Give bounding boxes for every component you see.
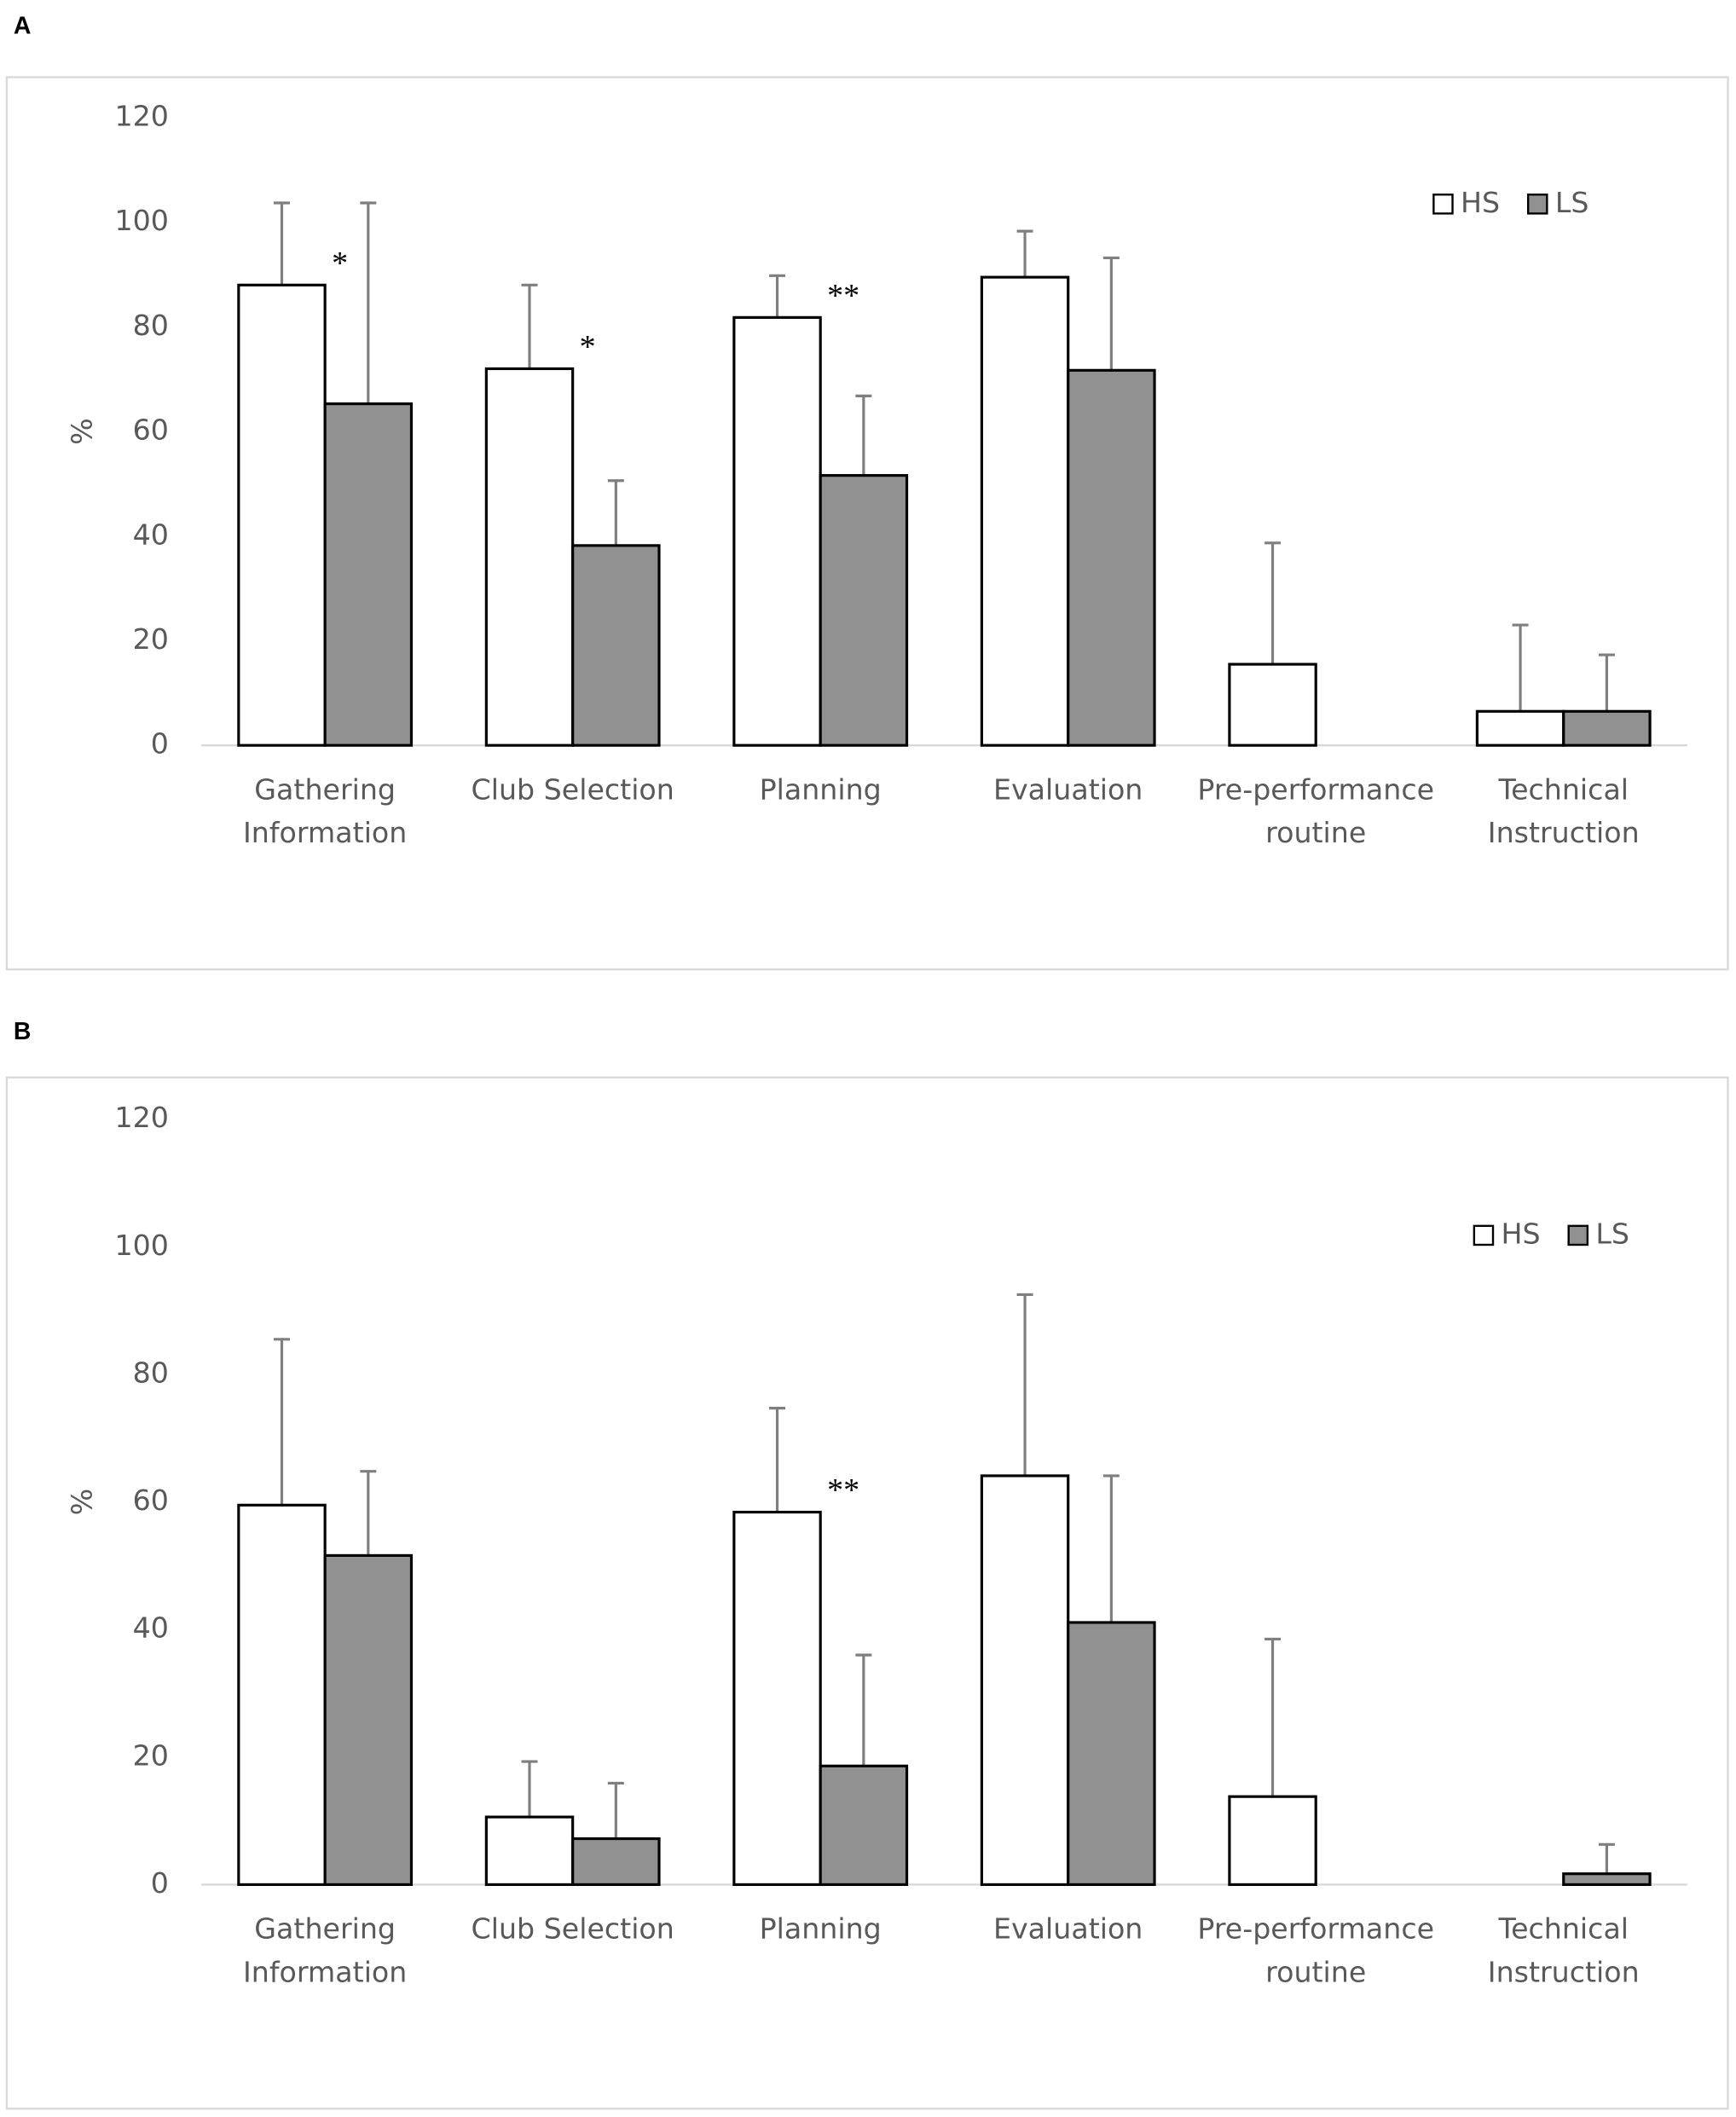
chart-frame: [5, 76, 1729, 971]
legend-label: HS: [1502, 1217, 1541, 1250]
y-tick-label: 100: [114, 204, 168, 237]
x-tick-label: Pre-performance: [1197, 773, 1434, 807]
bar: [571, 544, 661, 747]
x-tick-label: Instruction: [1488, 1955, 1640, 1988]
legend-label: LS: [1555, 186, 1589, 219]
x-tick-label: routine: [1265, 1955, 1366, 1988]
x-tick-label: Evaluation: [993, 773, 1143, 807]
y-tick-label: 40: [133, 518, 169, 551]
x-tick-label: Pre-performance: [1197, 1912, 1434, 1946]
significance-marker: *: [332, 246, 348, 281]
panel-label: B: [14, 1018, 32, 1045]
bar: [980, 1474, 1070, 1887]
error-bar: [1598, 653, 1615, 712]
bar: [732, 315, 822, 747]
significance-marker: **: [827, 1472, 859, 1508]
panel-label: A: [14, 12, 32, 39]
bar: [732, 1510, 822, 1887]
x-tick-label: routine: [1265, 816, 1366, 849]
legend-swatch: [1432, 194, 1454, 215]
bar: [1475, 709, 1565, 747]
bar: [571, 1836, 661, 1887]
y-tick-label: 20: [133, 622, 169, 656]
bar: [1562, 1872, 1652, 1887]
legend-swatch: [1473, 1224, 1495, 1246]
bar: [237, 1503, 327, 1887]
error-bar: [855, 394, 872, 476]
bar: [819, 1764, 909, 1887]
bar: [1067, 1621, 1156, 1887]
error-bar: [855, 1653, 872, 1767]
legend-label: HS: [1461, 186, 1500, 219]
error-bar: [769, 274, 786, 318]
y-tick-label: 60: [133, 1484, 169, 1517]
bar: [484, 1815, 575, 1887]
error-bar: [1512, 623, 1529, 712]
error-bar: [360, 1470, 377, 1556]
bar: [1562, 709, 1652, 747]
bar: [1228, 1795, 1317, 1887]
error-bar: [1264, 541, 1282, 665]
significance-marker: *: [580, 329, 596, 365]
x-tick-label: Planning: [760, 773, 882, 807]
error-bar: [273, 201, 290, 286]
bar: [323, 1553, 414, 1887]
y-tick-label: 0: [151, 1866, 169, 1900]
legend-swatch: [1526, 194, 1548, 215]
x-tick-label: Club Selection: [472, 773, 674, 807]
y-tick-label: 120: [114, 100, 168, 133]
error-bar: [769, 1407, 786, 1513]
bar: [819, 474, 909, 747]
y-tick-label: 80: [133, 1356, 169, 1389]
y-tick-label: 40: [133, 1611, 169, 1645]
error-bar: [1598, 1842, 1615, 1874]
error-bar: [1102, 256, 1120, 371]
error-bar: [521, 1760, 538, 1818]
y-axis-label: %: [66, 1489, 99, 1516]
y-tick-label: 0: [151, 727, 169, 761]
error-bar: [360, 201, 377, 404]
y-tick-label: 60: [133, 414, 169, 447]
error-bar: [1102, 1474, 1120, 1622]
x-tick-label: Technical: [1497, 773, 1629, 807]
bar: [980, 275, 1070, 747]
bar: [237, 283, 327, 747]
y-tick-label: 120: [114, 1101, 168, 1134]
x-tick-label: Instruction: [1488, 816, 1640, 849]
significance-marker: **: [827, 278, 859, 314]
error-bar: [273, 1338, 290, 1506]
bar: [484, 367, 575, 747]
y-tick-label: 80: [133, 309, 169, 342]
error-bar: [1264, 1637, 1282, 1797]
y-tick-label: 20: [133, 1738, 169, 1772]
bar: [1067, 368, 1156, 747]
x-tick-label: Information: [243, 816, 407, 849]
x-tick-label: Gathering: [254, 1912, 396, 1946]
y-tick-label: 100: [114, 1229, 168, 1262]
x-tick-label: Information: [243, 1955, 407, 1988]
error-bar: [607, 479, 624, 546]
error-bar: [1016, 1293, 1033, 1476]
x-tick-label: Gathering: [254, 773, 396, 807]
x-tick-label: Evaluation: [993, 1912, 1143, 1946]
x-tick-label: Club Selection: [472, 1912, 674, 1946]
bar: [323, 402, 414, 747]
y-axis-label: %: [66, 418, 99, 445]
x-tick-label: Technical: [1497, 1912, 1629, 1946]
error-bar: [1016, 229, 1033, 278]
error-bar: [521, 283, 538, 369]
bar: [1228, 662, 1317, 747]
error-bar: [607, 1781, 624, 1839]
x-tick-label: Planning: [760, 1912, 882, 1946]
legend-swatch: [1567, 1224, 1589, 1246]
legend-label: LS: [1595, 1217, 1629, 1250]
chart-frame: [5, 1076, 1729, 2110]
